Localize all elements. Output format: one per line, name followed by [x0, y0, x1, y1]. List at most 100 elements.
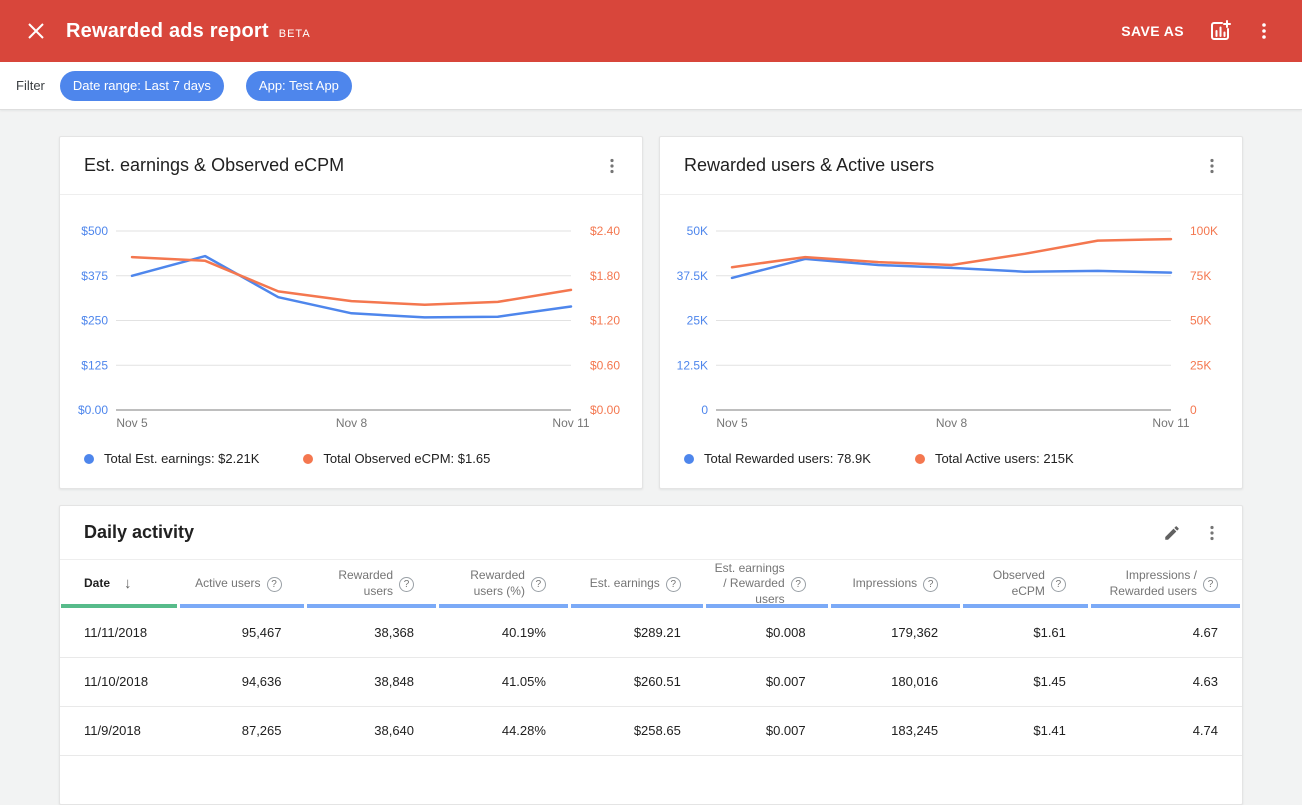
- close-button[interactable]: [14, 9, 58, 53]
- svg-text:12.5K: 12.5K: [677, 358, 708, 372]
- legend-label: Total Est. earnings: $2.21K: [104, 451, 260, 466]
- column-label: Observed eCPM: [992, 568, 1045, 598]
- column-header[interactable]: Est. earnings?: [570, 560, 705, 608]
- svg-text:Nov 8: Nov 8: [936, 416, 968, 430]
- table-row: 11/9/2018 87,265 38,640 44.28% $258.65 $0.007…: [60, 706, 1242, 756]
- earnings-ecpm-card: Est. earnings & Observed eCPM $500 $2.40 $…: [59, 136, 643, 489]
- column-header[interactable]: Observed eCPM?: [962, 560, 1090, 608]
- metric-cell: 44.28%: [438, 706, 570, 756]
- save-as-button[interactable]: SAVE AS: [1107, 15, 1198, 47]
- column-label: Est. earnings / Rewarded users: [714, 560, 785, 606]
- help-icon[interactable]: ?: [530, 576, 546, 592]
- help-icon[interactable]: ?: [1203, 576, 1218, 592]
- beta-badge: BETA: [278, 27, 311, 40]
- kebab-icon: [1262, 23, 1266, 39]
- filter-label: Filter: [16, 78, 45, 93]
- column-header[interactable]: Impressions?: [830, 560, 963, 608]
- date-cell: 11/10/2018: [60, 657, 179, 707]
- metric-cell: 180,016: [829, 657, 963, 707]
- help-icon[interactable]: ?: [399, 576, 415, 592]
- svg-text:$0.00: $0.00: [590, 403, 620, 417]
- metric-cell: $1.61: [962, 608, 1090, 658]
- legend-label: Total Active users: 215K: [934, 451, 1074, 466]
- svg-text:$0.60: $0.60: [590, 358, 620, 372]
- column-label: Impressions: [852, 576, 918, 591]
- column-header[interactable]: Date ↓: [60, 560, 179, 608]
- svg-text:0: 0: [701, 403, 708, 417]
- table-row: 11/10/2018 94,636 38,848 41.05% $260.51 $0.00…: [60, 657, 1242, 707]
- legend-item: Total Active users: 215K: [914, 451, 1074, 466]
- metric-cell: 179,362: [829, 608, 963, 658]
- svg-text:100K: 100K: [1190, 224, 1218, 238]
- legend-dot-icon: [303, 453, 314, 464]
- metric-cell: 38,640: [305, 706, 439, 756]
- metric-cell: 4.63: [1089, 657, 1242, 707]
- column-header[interactable]: Rewarded users?: [306, 560, 439, 608]
- help-icon[interactable]: ?: [790, 576, 806, 592]
- column-label: Est. earnings: [589, 576, 660, 591]
- legend-item: Total Observed eCPM: $1.65: [303, 451, 490, 466]
- column-header[interactable]: Impressions / Rewarded users?: [1090, 560, 1242, 608]
- kebab-icon: [1210, 158, 1214, 173]
- add-chart-button[interactable]: [1198, 9, 1242, 53]
- help-icon[interactable]: ?: [1050, 576, 1066, 592]
- table-row: 11/11/2018 95,467 38,368 40.19% $289.21 $0.00…: [60, 608, 1242, 658]
- main-content: Est. earnings & Observed eCPM $500 $2.40 $…: [0, 110, 1302, 805]
- card-kebab-menu[interactable]: [592, 146, 632, 186]
- metric-cell: $289.21: [569, 608, 705, 658]
- add-chart-icon: [1211, 20, 1231, 40]
- sort-desc-icon: ↓: [124, 575, 132, 593]
- filter-bar: Filter Date range: Last 7 days App: Test…: [0, 62, 1302, 110]
- svg-text:Nov 11: Nov 11: [1152, 416, 1189, 430]
- metric-cell: $0.007: [704, 706, 830, 756]
- table-header-row: Date ↓ Active users? Rewarded users? Rewarde…: [60, 560, 1242, 608]
- help-icon[interactable]: ?: [923, 576, 939, 592]
- column-label: Impressions / Rewarded users: [1109, 568, 1197, 598]
- metric-cell: $1.41: [962, 706, 1090, 756]
- svg-text:Nov 5: Nov 5: [716, 416, 748, 430]
- legend-item: Total Rewarded users: 78.9K: [684, 451, 871, 466]
- chart-legend: Total Rewarded users: 78.9K Total Active …: [660, 439, 1242, 466]
- svg-text:$0.00: $0.00: [78, 403, 108, 417]
- users-card: Rewarded users & Active users 50K 100K 37.…: [659, 136, 1243, 489]
- kebab-icon: [1210, 525, 1214, 540]
- metric-cell: $0.007: [704, 657, 830, 707]
- table-kebab-menu[interactable]: [1192, 513, 1232, 553]
- close-icon: [28, 23, 44, 39]
- header-kebab-menu[interactable]: [1242, 9, 1286, 53]
- svg-text:$2.40: $2.40: [590, 224, 620, 238]
- date-cell: 11/11/2018: [60, 608, 179, 658]
- column-header[interactable]: Est. earnings / Rewarded users?: [705, 560, 830, 608]
- column-label: Active users: [195, 576, 261, 591]
- column-header[interactable]: Active users?: [179, 560, 306, 608]
- metric-cell: $260.51: [569, 657, 705, 707]
- help-icon[interactable]: ?: [665, 576, 681, 592]
- metric-cell: 38,848: [305, 657, 439, 707]
- daily-activity-card: Daily activity Date ↓ Active users? Rewarde…: [59, 505, 1243, 805]
- chart-legend: Total Est. earnings: $2.21K Total Observe…: [60, 439, 642, 466]
- metric-cell: 38,368: [305, 608, 439, 658]
- column-header[interactable]: Rewarded users (%)?: [438, 560, 570, 608]
- edit-table-button[interactable]: [1152, 513, 1192, 553]
- users-chart: 50K 100K 37.5K 75K 25K 50K 12.5K 25K 0 0 Nov 5 Nov …: [660, 195, 1242, 466]
- svg-text:Nov 11: Nov 11: [552, 416, 589, 430]
- filter-chip-date-range[interactable]: Date range: Last 7 days: [59, 70, 224, 101]
- legend-item: Total Est. earnings: $2.21K: [84, 451, 259, 466]
- legend-dot-icon: [914, 453, 925, 464]
- metric-cell: 87,265: [178, 706, 306, 756]
- pencil-icon: [1165, 525, 1179, 540]
- svg-text:$250: $250: [81, 314, 108, 328]
- table-row-partial: [60, 755, 1242, 801]
- metric-cell: $258.65: [569, 706, 705, 756]
- filter-chip-app[interactable]: App: Test App: [245, 70, 352, 101]
- svg-text:50K: 50K: [1190, 314, 1211, 328]
- help-icon[interactable]: ?: [266, 576, 282, 592]
- svg-text:$500: $500: [81, 224, 108, 238]
- metric-cell: $0.008: [704, 608, 830, 658]
- column-label: Date: [84, 576, 111, 591]
- svg-text:25K: 25K: [1190, 358, 1211, 372]
- metric-cell: $1.45: [962, 657, 1090, 707]
- card-kebab-menu[interactable]: [1192, 146, 1232, 186]
- app-header: Rewarded ads report BETA SAVE AS: [0, 0, 1302, 62]
- legend-dot-icon: [684, 453, 694, 464]
